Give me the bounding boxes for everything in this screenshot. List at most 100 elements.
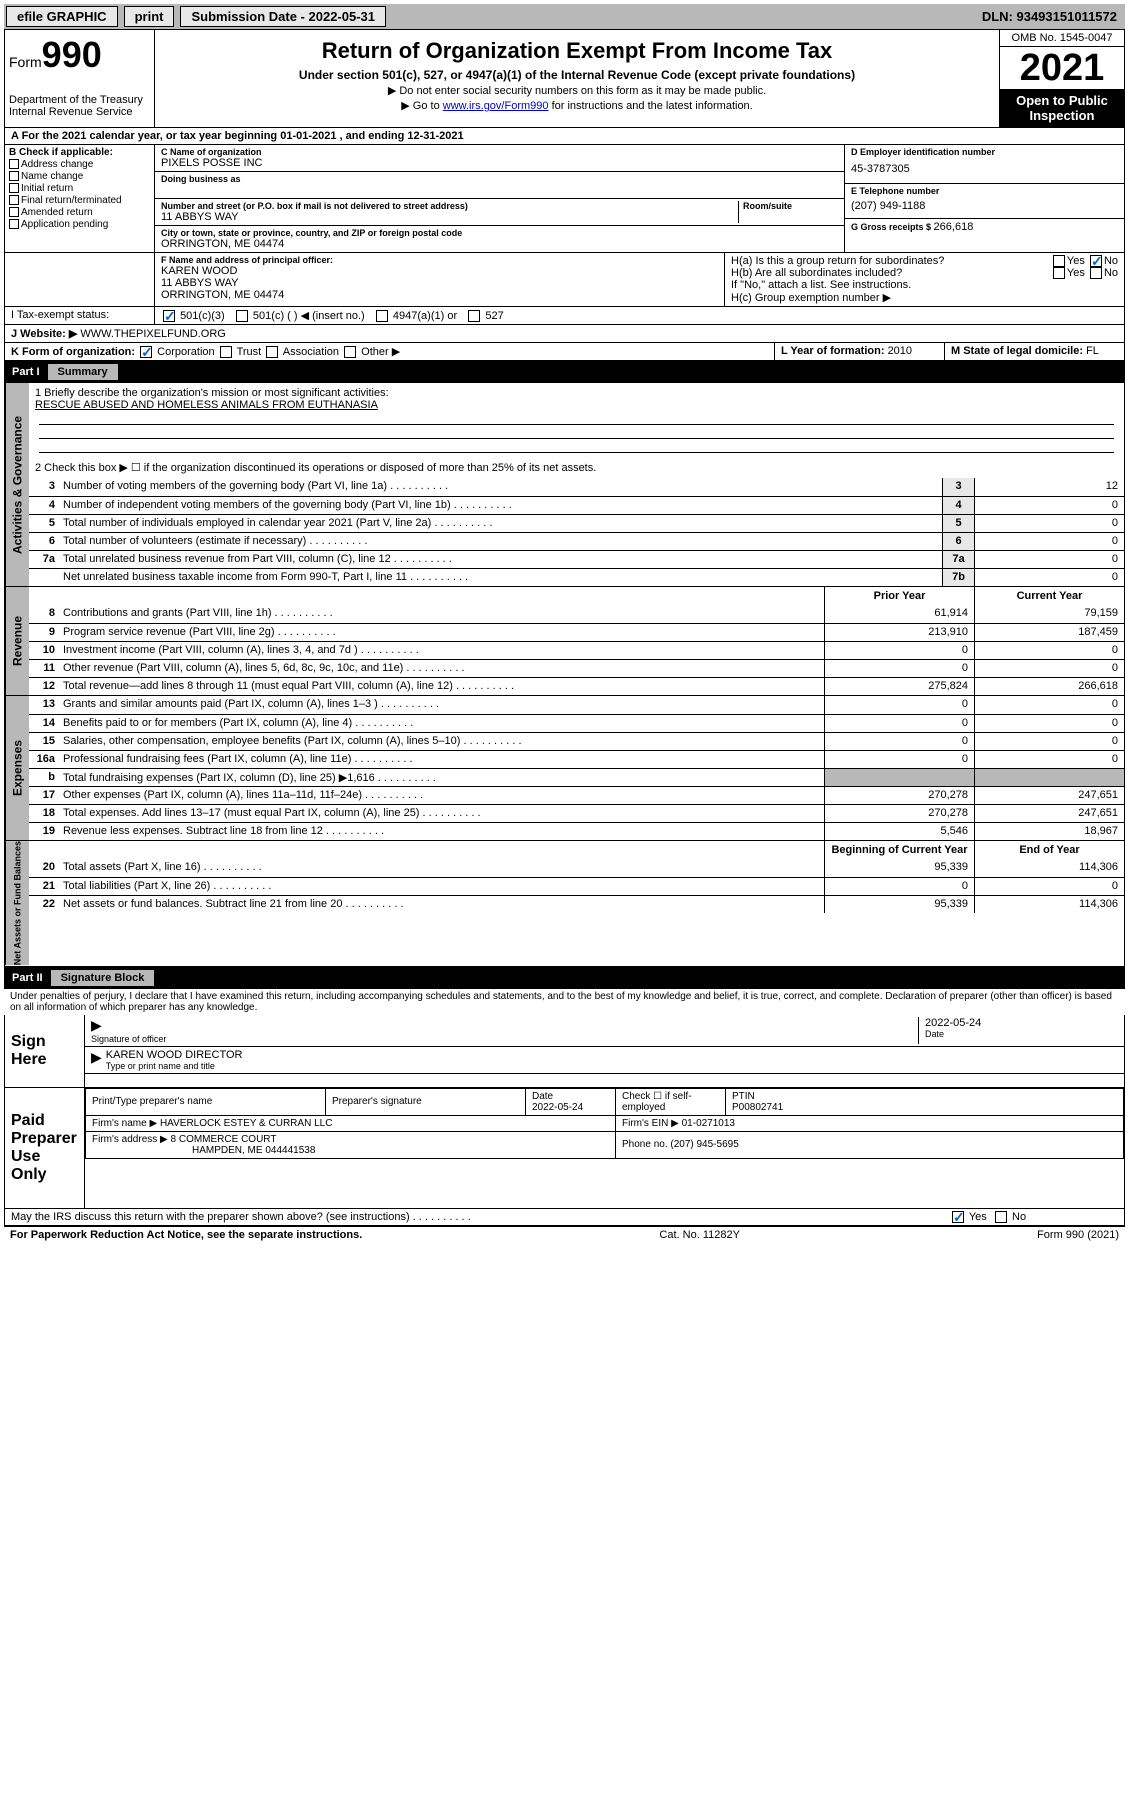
data-row: 11 Other revenue (Part VIII, column (A),… xyxy=(29,659,1124,677)
data-row: 8 Contributions and grants (Part VIII, l… xyxy=(29,605,1124,623)
section-c: C Name of organization PIXELS POSSE INC … xyxy=(155,145,844,252)
dba-row: Doing business as xyxy=(155,172,844,199)
sidebar-revenue: Revenue xyxy=(5,587,29,695)
irs-label: Internal Revenue Service xyxy=(9,106,150,118)
chk-final[interactable]: Final return/terminated xyxy=(9,195,150,206)
line1: 1 Briefly describe the organization's mi… xyxy=(29,383,1124,457)
paid-preparer-block: Paid Preparer Use Only Print/Type prepar… xyxy=(4,1088,1125,1209)
open-public-badge: Open to PublicInspection xyxy=(1000,89,1124,127)
section-b-label: B Check if applicable: xyxy=(9,147,150,158)
form-number: Form990 xyxy=(9,34,150,76)
net-header: Beginning of Current Year End of Year xyxy=(29,841,1124,859)
data-row: 10 Investment income (Part VIII, column … xyxy=(29,641,1124,659)
cat-no: Cat. No. 11282Y xyxy=(659,1229,740,1241)
ha-no[interactable] xyxy=(1090,255,1102,267)
tax-year: 2021 xyxy=(1000,47,1124,89)
penalty-text: Under penalties of perjury, I declare th… xyxy=(4,989,1125,1015)
chk-pending[interactable]: Application pending xyxy=(9,219,150,230)
gov-row: 4 Number of independent voting members o… xyxy=(29,496,1124,514)
section-e: E Telephone number (207) 949-1188 xyxy=(845,184,1124,219)
ha-yes[interactable] xyxy=(1053,255,1065,267)
data-row: 14 Benefits paid to or for members (Part… xyxy=(29,714,1124,732)
form-subtitle: Under section 501(c), 527, or 4947(a)(1)… xyxy=(163,68,991,82)
data-row: 21 Total liabilities (Part X, line 26) 0… xyxy=(29,877,1124,895)
topbar: efile GRAPHIC print Submission Date - 20… xyxy=(4,4,1125,30)
activities-section: Activities & Governance 1 Briefly descri… xyxy=(4,383,1125,587)
discuss-yes[interactable] xyxy=(952,1211,964,1223)
dept-treasury: Department of the Treasury xyxy=(9,94,150,106)
rev-header: Prior Year Current Year xyxy=(29,587,1124,605)
form-ref: Form 990 (2021) xyxy=(1037,1229,1119,1241)
data-row: 17 Other expenses (Part IX, column (A), … xyxy=(29,786,1124,804)
form-title: Return of Organization Exempt From Incom… xyxy=(163,38,991,64)
sidebar-expenses: Expenses xyxy=(5,696,29,840)
data-row: 12 Total revenue—add lines 8 through 11 … xyxy=(29,677,1124,695)
data-row: 19 Revenue less expenses. Subtract line … xyxy=(29,822,1124,840)
sidebar-activities: Activities & Governance xyxy=(5,383,29,586)
data-row: 15 Salaries, other compensation, employe… xyxy=(29,732,1124,750)
gov-row: Net unrelated business taxable income fr… xyxy=(29,568,1124,586)
gov-row: 3 Number of voting members of the govern… xyxy=(29,478,1124,496)
form-990-document: efile GRAPHIC print Submission Date - 20… xyxy=(0,0,1129,1247)
chk-amended[interactable]: Amended return xyxy=(9,207,150,218)
dln: DLN: 93493151011572 xyxy=(982,9,1123,24)
header-left: Form990 Department of the Treasury Inter… xyxy=(5,30,155,127)
section-h: H(a) Is this a group return for subordin… xyxy=(724,253,1124,306)
data-row: 22 Net assets or fund balances. Subtract… xyxy=(29,895,1124,913)
omb-number: OMB No. 1545-0047 xyxy=(1000,30,1124,47)
section-i-row: I Tax-exempt status: 501(c)(3) 501(c) ( … xyxy=(4,307,1125,325)
corp-check[interactable] xyxy=(140,346,152,358)
discuss-row: May the IRS discuss this return with the… xyxy=(4,1209,1125,1226)
header-note-1: ▶ Do not enter social security numbers o… xyxy=(163,84,991,97)
data-row: 20 Total assets (Part X, line 16) 95,339… xyxy=(29,859,1124,877)
part1-header: Part I Summary xyxy=(4,361,1125,383)
data-row: b Total fundraising expenses (Part IX, c… xyxy=(29,768,1124,786)
paperwork-notice: For Paperwork Reduction Act Notice, see … xyxy=(10,1229,362,1241)
section-f-h-row: F Name and address of principal officer:… xyxy=(4,253,1125,307)
org-name-row: C Name of organization PIXELS POSSE INC xyxy=(155,145,844,172)
line2: 2 Check this box ▶ ☐ if the organization… xyxy=(29,457,1124,478)
hb-no[interactable] xyxy=(1090,267,1102,279)
info-right: D Employer identification number 45-3787… xyxy=(844,145,1124,252)
data-row: 18 Total expenses. Add lines 13–17 (must… xyxy=(29,804,1124,822)
print-button[interactable]: print xyxy=(124,6,175,27)
section-g: G Gross receipts $ 266,618 xyxy=(845,219,1124,235)
section-k-l-m-row: K Form of organization: Corporation Trus… xyxy=(4,343,1125,361)
gov-row: 6 Total number of volunteers (estimate i… xyxy=(29,532,1124,550)
paid-prep-label: Paid Preparer Use Only xyxy=(5,1088,85,1208)
street-row: Number and street (or P.O. box if mail i… xyxy=(155,199,844,226)
submission-date: Submission Date - 2022-05-31 xyxy=(180,6,386,27)
sign-here-block: Sign Here ▶Signature of officer 2022-05-… xyxy=(4,1015,1125,1088)
data-row: 9 Program service revenue (Part VIII, li… xyxy=(29,623,1124,641)
header-mid: Return of Organization Exempt From Incom… xyxy=(155,30,999,127)
section-f: F Name and address of principal officer:… xyxy=(155,253,724,306)
gov-row: 5 Total number of individuals employed i… xyxy=(29,514,1124,532)
section-b: B Check if applicable: Address change Na… xyxy=(5,145,155,252)
expenses-section: Expenses 13 Grants and similar amounts p… xyxy=(4,696,1125,841)
501c3-check[interactable] xyxy=(163,310,175,322)
data-row: 16a Professional fundraising fees (Part … xyxy=(29,750,1124,768)
form-header: Form990 Department of the Treasury Inter… xyxy=(4,30,1125,128)
header-note-2: ▶ Go to www.irs.gov/Form990 for instruct… xyxy=(163,99,991,112)
section-d: D Employer identification number 45-3787… xyxy=(845,145,1124,184)
data-row: 13 Grants and similar amounts paid (Part… xyxy=(29,696,1124,714)
netassets-section: Net Assets or Fund Balances Beginning of… xyxy=(4,841,1125,966)
efile-label: efile GRAPHIC xyxy=(6,6,118,27)
preparer-table: Print/Type preparer's name Preparer's si… xyxy=(85,1088,1124,1159)
header-right: OMB No. 1545-0047 2021 Open to PublicIns… xyxy=(999,30,1124,127)
sidebar-netassets: Net Assets or Fund Balances xyxy=(5,841,29,965)
info-grid: B Check if applicable: Address change Na… xyxy=(4,145,1125,253)
irs-link[interactable]: www.irs.gov/Form990 xyxy=(443,100,549,112)
period-row: A For the 2021 calendar year, or tax yea… xyxy=(4,128,1125,145)
city-row: City or town, state or province, country… xyxy=(155,226,844,252)
gov-row: 7a Total unrelated business revenue from… xyxy=(29,550,1124,568)
revenue-section: Revenue Prior Year Current Year 8 Contri… xyxy=(4,587,1125,696)
chk-name[interactable]: Name change xyxy=(9,171,150,182)
discuss-no[interactable] xyxy=(995,1211,1007,1223)
section-j-row: J Website: ▶ WWW.THEPIXELFUND.ORG xyxy=(4,325,1125,343)
chk-address[interactable]: Address change xyxy=(9,159,150,170)
part2-header: Part II Signature Block xyxy=(4,967,1125,989)
chk-initial[interactable]: Initial return xyxy=(9,183,150,194)
sign-here-label: Sign Here xyxy=(5,1015,85,1087)
hb-yes[interactable] xyxy=(1053,267,1065,279)
